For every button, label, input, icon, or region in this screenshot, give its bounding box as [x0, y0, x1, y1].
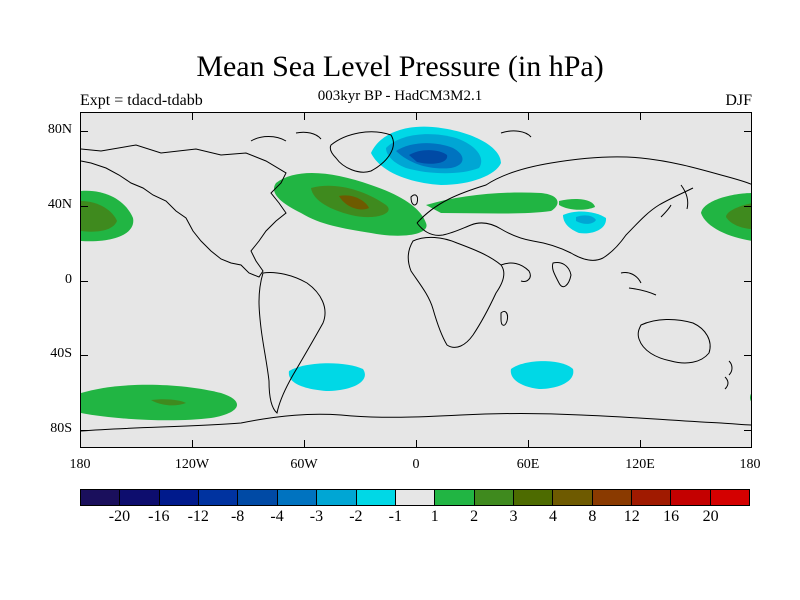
lon-tick — [640, 112, 641, 120]
lon-label-60e: 60E — [516, 457, 540, 472]
lat-tick — [80, 430, 88, 431]
colorbar-swatch — [592, 490, 633, 505]
colorbar-label: 16 — [663, 508, 680, 525]
lat-tick — [744, 355, 752, 356]
lon-tick — [528, 112, 529, 120]
map-canvas — [81, 126, 751, 432]
experiment-label: Expt = tdacd-tdabb — [80, 92, 203, 109]
season-label: DJF — [725, 92, 752, 109]
lon-tick — [192, 440, 193, 448]
colorbar-swatch — [356, 490, 396, 505]
lat-label-0: 0 — [65, 272, 72, 287]
colorbar-label: 4 — [548, 508, 557, 525]
colorbar-label: -12 — [187, 508, 209, 525]
colorbar — [80, 489, 750, 506]
colorbar-swatch — [474, 490, 514, 505]
indian-ocean-low — [510, 361, 574, 389]
anomaly-shading — [81, 126, 751, 421]
coastlines — [81, 130, 751, 432]
lat-label-80n: 80N — [47, 122, 72, 137]
lon-tick — [416, 440, 417, 448]
lat-label-80s: 80S — [50, 421, 72, 436]
lat-label-40s: 40S — [50, 346, 72, 361]
colorbar-label: -8 — [230, 508, 245, 525]
chart-subtitle: 003kyr BP - HadCM3M2.1 — [317, 88, 483, 104]
lon-label-120e: 120E — [625, 457, 655, 472]
colorbar-label: 20 — [702, 508, 719, 525]
colorbar-label: -20 — [108, 508, 131, 525]
colorbar-swatch — [81, 490, 121, 505]
lat-tick — [80, 355, 88, 356]
lon-tick — [304, 440, 305, 448]
world-map — [80, 112, 752, 448]
colorbar-swatch — [671, 490, 711, 505]
colorbar-swatch — [199, 490, 239, 505]
eurasia-high — [426, 192, 558, 214]
colorbar-label: 12 — [623, 508, 640, 525]
lat-tick — [744, 206, 752, 207]
colorbar-swatch — [277, 490, 318, 505]
lat-tick — [744, 430, 752, 431]
colorbar-label: 3 — [509, 508, 518, 525]
colorbar-label: 1 — [430, 508, 439, 525]
lat-tick — [80, 131, 88, 132]
colorbar-swatch — [553, 490, 593, 505]
lon-label-60w: 60W — [290, 457, 318, 472]
colorbar-label: -16 — [148, 508, 170, 525]
lat-tick — [744, 131, 752, 132]
asian-high — [559, 199, 595, 210]
south-atlantic-low — [288, 363, 365, 391]
lon-label-180e: 180 — [739, 457, 761, 472]
lon-label-180w: 180 — [69, 457, 91, 472]
colorbar-swatch — [395, 490, 436, 505]
colorbar-swatch — [120, 490, 160, 505]
colorbar-label: -3 — [309, 508, 324, 525]
colorbar-swatch — [238, 490, 278, 505]
lon-label-0: 0 — [412, 457, 420, 472]
colorbar-swatch — [632, 490, 672, 505]
chart-title: Mean Sea Level Pressure (in hPa) — [196, 50, 604, 83]
lon-tick — [192, 112, 193, 120]
colorbar-swatch — [513, 490, 554, 505]
colorbar-swatch — [159, 490, 200, 505]
north-pacific-high-east — [701, 193, 751, 241]
lat-tick — [80, 281, 88, 282]
colorbar-label: -2 — [349, 508, 363, 525]
colorbar-label: -1 — [388, 508, 402, 525]
colorbar-label: 2 — [470, 508, 479, 525]
lon-tick — [416, 112, 417, 120]
colorbar-label: 8 — [588, 508, 597, 525]
lat-tick — [744, 281, 752, 282]
colorbar-swatch — [710, 490, 750, 505]
colorbar-label: -4 — [270, 508, 284, 525]
lat-label-40n: 40N — [47, 197, 72, 212]
lat-tick — [80, 206, 88, 207]
lon-tick — [640, 440, 641, 448]
colorbar-swatch — [317, 490, 357, 505]
lon-tick — [528, 440, 529, 448]
lon-tick — [304, 112, 305, 120]
colorbar-swatch — [435, 490, 475, 505]
lon-label-120w: 120W — [174, 457, 210, 472]
